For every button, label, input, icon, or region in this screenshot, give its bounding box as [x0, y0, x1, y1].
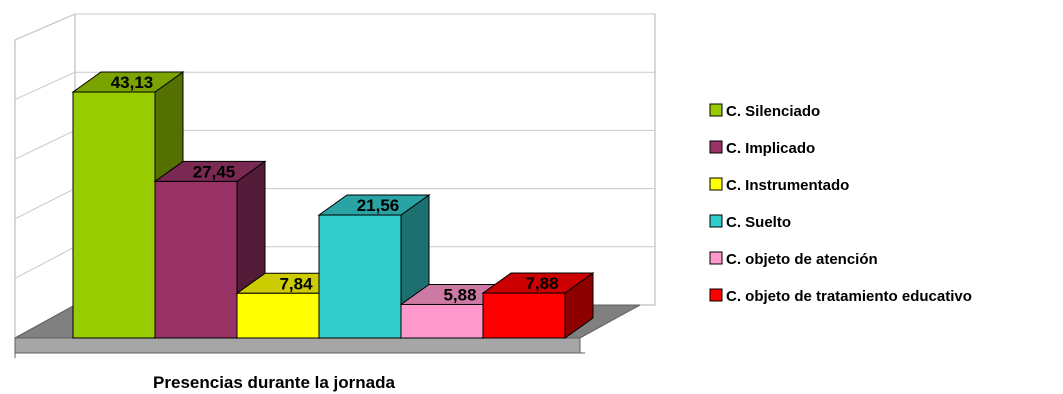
legend-label: C. Instrumentado [726, 177, 849, 194]
gridline-side [14, 246, 76, 279]
legend-swatch [709, 288, 723, 302]
bar [481, 272, 595, 339]
legend-label: C. objeto de atención [726, 251, 878, 268]
legend-entry: C. Implicado [709, 140, 815, 157]
bar-front [400, 303, 484, 339]
legend-entry: C. objeto de tratamiento educativo [709, 288, 972, 305]
legend-label: C. Implicado [726, 140, 815, 157]
gridline-side [14, 129, 76, 160]
bar-front [318, 214, 402, 339]
x-axis-label: Presencias durante la jornada [153, 373, 395, 392]
legend-swatch [709, 177, 723, 191]
legend-swatch [709, 214, 723, 228]
gridline-side [14, 188, 76, 220]
gridline-side [14, 13, 76, 41]
data-label: 7,88 [525, 274, 558, 293]
legend-swatch [709, 251, 723, 265]
legend-entry: C. objeto de atención [709, 251, 878, 268]
legend-label: C. Suelto [726, 214, 791, 231]
legend-swatch [709, 103, 723, 117]
bar-front [482, 292, 566, 339]
bars [71, 71, 595, 339]
legend-label: C. objeto de tratamiento educativo [726, 288, 972, 305]
data-label: 7,84 [279, 274, 313, 293]
bar-front [154, 180, 238, 339]
legend: C. Silenciado C. Implicado C. Instrumentad… [709, 103, 972, 305]
data-label: 43,13 [111, 73, 154, 92]
legend-swatch [709, 140, 723, 154]
gridline-side [14, 71, 76, 101]
bar-front [236, 292, 320, 339]
legend-label: C. Silenciado [726, 103, 820, 120]
side-wall [14, 13, 76, 339]
data-labels: 43,13 27,45 7,84 21,56 5,88 7,88 [111, 73, 559, 304]
floor-front [14, 337, 581, 354]
data-label: 5,88 [443, 285, 476, 304]
legend-entry: C. Instrumentado [709, 177, 849, 194]
data-label: 27,45 [193, 162, 236, 181]
legend-entry: C. Silenciado [709, 103, 820, 120]
legend-entry: C. Suelto [709, 214, 791, 231]
data-label: 21,56 [357, 196, 400, 215]
bar [317, 194, 431, 339]
bar-front [72, 91, 156, 339]
bar [153, 160, 267, 339]
